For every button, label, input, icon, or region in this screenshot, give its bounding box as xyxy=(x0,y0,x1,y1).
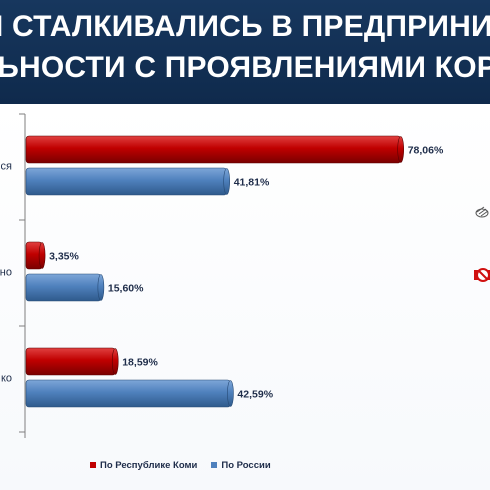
no-bribe-icon xyxy=(474,268,490,282)
bar-end-cap xyxy=(38,242,46,269)
data-label: 3,35% xyxy=(49,251,79,263)
data-label: 41,81% xyxy=(234,177,270,189)
legend: По Республике Коми По России xyxy=(90,458,271,472)
data-label: 78,06% xyxy=(408,145,444,157)
legend-label-komi: По Республике Коми xyxy=(100,459,198,471)
bar-end-cap xyxy=(227,380,234,407)
pencil-cluster-icon xyxy=(475,206,489,218)
title-line-2: ЛЬНОСТИ С ПРОЯВЛЕНИЯМИ КОРРУП xyxy=(0,51,490,84)
legend-swatch-russia xyxy=(211,462,218,468)
category-label: но xyxy=(0,267,12,279)
bar-chart: ся но ко 78,06% 3,35% 18,59% 41,81% 15,60% 42,59… xyxy=(0,113,444,438)
legend-item-russia: По России xyxy=(211,459,271,471)
title-line-1: ВЫ СТАЛКИВАЛИСЬ В ПРЕДПРИНИМ xyxy=(0,10,490,43)
bar-end-cap xyxy=(111,348,119,375)
bar-end-cap xyxy=(223,168,230,195)
bar-komi xyxy=(25,347,116,376)
legend-label-russia: По России xyxy=(221,459,271,471)
legend-item-komi: По Республике Коми xyxy=(90,460,197,471)
title-bar: ВЫ СТАЛКИВАЛИСЬ В ПРЕДПРИНИМ ЛЬНОСТИ С П… xyxy=(0,0,490,104)
category-label: ся xyxy=(1,161,13,173)
category-label: ко xyxy=(1,373,12,385)
bar-russia xyxy=(25,273,102,302)
bar-end-cap xyxy=(397,136,404,163)
data-label: 42,59% xyxy=(237,389,273,401)
bar-russia xyxy=(25,167,227,196)
bar-russia xyxy=(25,379,231,408)
legend-swatch-komi xyxy=(90,462,96,468)
bar-end-cap xyxy=(97,274,105,301)
data-label: 15,60% xyxy=(108,283,144,295)
bar-komi xyxy=(25,135,401,164)
data-label: 18,59% xyxy=(122,357,158,369)
